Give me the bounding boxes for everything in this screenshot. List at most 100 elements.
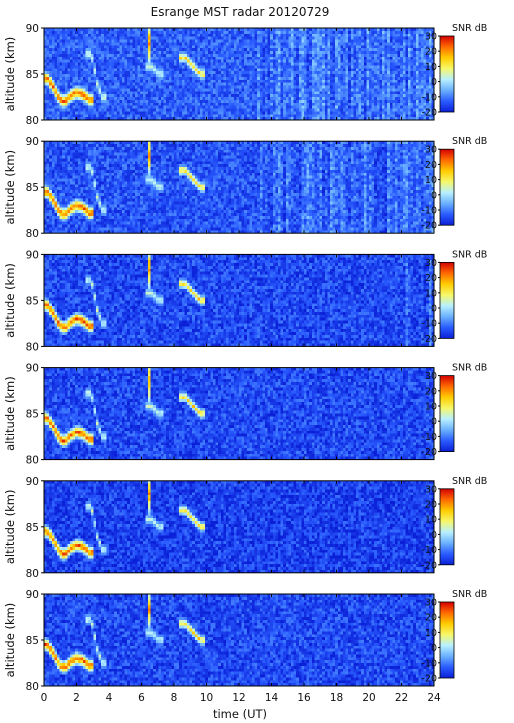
colorbar-tick-label: -20 (421, 221, 437, 232)
heatmap-image (44, 28, 434, 120)
colorbar-tick-label: 0 (431, 643, 437, 654)
x-tick-label: 4 (106, 692, 113, 704)
y-tick-label: 85 (26, 69, 39, 81)
x-tick-label: 8 (171, 692, 178, 704)
panel-4: 90 85 80 altitude (km) SNR dB 30 20 10 0 -10 -20 (3, 363, 487, 467)
colorbar-tick-label: 10 (425, 515, 437, 526)
y-tick-label: 90 (26, 23, 39, 35)
colorbar-tick-label: -10 (421, 545, 437, 556)
colorbar-tick-label: 10 (425, 175, 437, 186)
colorbar (439, 148, 455, 226)
y-axis-label: altitude (km) (3, 603, 17, 678)
colorbar-label: SNR dB (452, 23, 487, 34)
colorbar-tick-label: -20 (421, 334, 437, 345)
heatmap-image (44, 594, 434, 686)
colorbar (439, 261, 455, 339)
panel-1: 90 85 80 altitude (km) SNR dB 30 20 10 0 -10 -20 (3, 23, 487, 127)
x-tick-label: 16 (297, 692, 311, 704)
colorbar-tick-label: -10 (421, 92, 437, 103)
colorbar-tick-label: 20 (425, 160, 437, 171)
panel-5: 90 85 80 altitude (km) SNR dB 30 20 10 0 -10 -20 (3, 476, 487, 580)
colorbar-label: SNR dB (452, 476, 487, 487)
y-tick-label: 90 (26, 363, 39, 375)
colorbar (439, 488, 455, 566)
x-tick-label: 22 (395, 692, 408, 704)
y-axis-label: altitude (km) (3, 263, 17, 338)
colorbar-tick-label: 20 (425, 273, 437, 284)
y-tick-label: 85 (26, 522, 39, 534)
x-tick-label: 10 (200, 692, 213, 704)
y-tick-label: 90 (26, 136, 39, 148)
y-tick-label: 80 (26, 568, 39, 580)
colorbar-label: SNR dB (452, 363, 487, 374)
colorbar-tick-label: 30 (425, 145, 437, 156)
colorbar-tick-label: 10 (425, 288, 437, 299)
x-tick-label: 14 (265, 692, 279, 704)
colorbar-tick-label: -20 (421, 108, 437, 119)
colorbar-tick-label: 30 (425, 258, 437, 269)
x-tick-label: 12 (232, 692, 245, 704)
heatmap-image (44, 141, 434, 234)
y-tick-label: 85 (26, 635, 39, 647)
x-tick-label: 6 (138, 692, 145, 704)
colorbar-tick-label: 10 (425, 628, 437, 639)
colorbar-label: SNR dB (452, 589, 487, 600)
x-tick-label: 18 (330, 692, 343, 704)
y-tick-label: 90 (26, 249, 39, 261)
panel-3: 90 85 80 altitude (km) SNR dB 30 20 10 0 -10 -20 (3, 249, 487, 353)
y-axis-label: altitude (km) (3, 376, 17, 451)
colorbar (439, 601, 455, 679)
colorbar-tick-label: 0 (431, 190, 437, 201)
colorbar-label: SNR dB (452, 249, 487, 260)
figure-title: Esrange MST radar 20120729 (151, 5, 330, 19)
y-tick-label: 80 (26, 115, 39, 127)
colorbar-tick-label: 10 (425, 62, 437, 73)
x-tick-label: 24 (427, 692, 441, 704)
y-axis-label: altitude (km) (3, 489, 17, 564)
y-tick-label: 85 (26, 409, 39, 421)
colorbar-tick-label: 20 (425, 47, 437, 58)
colorbar-tick-label: 10 (425, 402, 437, 413)
y-tick-label: 85 (26, 182, 39, 194)
y-tick-label: 90 (26, 589, 39, 601)
colorbar (439, 375, 455, 453)
colorbar-tick-label: -20 (421, 560, 437, 571)
x-axis-label: time (UT) (213, 707, 267, 721)
x-tick-label: 2 (73, 692, 80, 704)
y-tick-label: 80 (26, 681, 39, 693)
heatmap-image (44, 254, 434, 347)
y-tick-label: 80 (26, 455, 39, 467)
colorbar-tick-label: -10 (421, 206, 437, 217)
colorbar-tick-label: 30 (425, 598, 437, 609)
panel-2: 90 85 80 altitude (km) SNR dB 30 20 10 0 -10 -20 (3, 136, 487, 240)
colorbar-tick-label: 20 (425, 386, 437, 397)
y-tick-label: 80 (26, 228, 39, 240)
x-tick-label: 20 (362, 692, 375, 704)
colorbar-tick-label: 20 (425, 500, 437, 511)
y-tick-label: 80 (26, 341, 39, 353)
heatmap-image (44, 367, 434, 460)
colorbar-tick-label: -10 (421, 319, 437, 330)
colorbar-tick-label: -20 (421, 447, 437, 458)
colorbar-tick-label: -20 (421, 674, 437, 685)
y-axis-label: altitude (km) (3, 150, 17, 225)
heatmap-image (44, 480, 434, 573)
y-tick-label: 85 (26, 295, 39, 307)
colorbar-tick-label: 30 (425, 484, 437, 495)
colorbar-tick-label: 30 (425, 32, 437, 43)
colorbar-tick-label: 0 (431, 77, 437, 88)
colorbar-tick-label: 30 (425, 371, 437, 382)
colorbar-label: SNR dB (452, 136, 487, 147)
y-tick-label: 90 (26, 476, 39, 488)
x-tick-label: 0 (41, 692, 48, 704)
colorbar (439, 35, 455, 113)
colorbar-tick-label: -10 (421, 658, 437, 669)
colorbar-tick-label: -10 (421, 432, 437, 443)
colorbar-tick-label: 20 (425, 613, 437, 624)
colorbar-tick-label: 0 (431, 304, 437, 315)
colorbar-tick-label: 0 (431, 417, 437, 428)
colorbar-tick-label: 0 (431, 530, 437, 541)
